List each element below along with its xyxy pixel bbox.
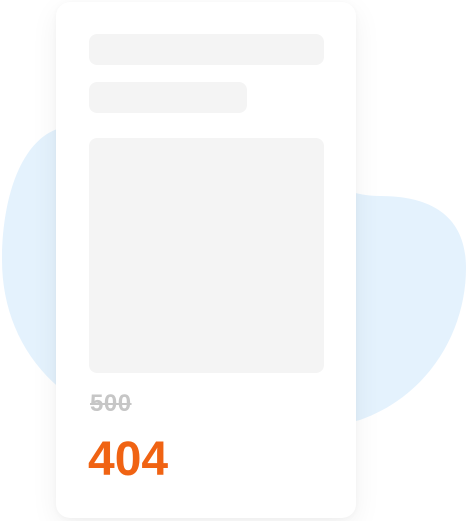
- placeholder-card: 500 404: [56, 2, 356, 518]
- skeleton-image-block: [89, 138, 324, 373]
- previous-error-code: 500: [90, 390, 132, 417]
- skeleton-title-line: [89, 34, 324, 65]
- skeleton-subtitle-line: [89, 82, 247, 113]
- current-error-code: 404: [88, 433, 169, 486]
